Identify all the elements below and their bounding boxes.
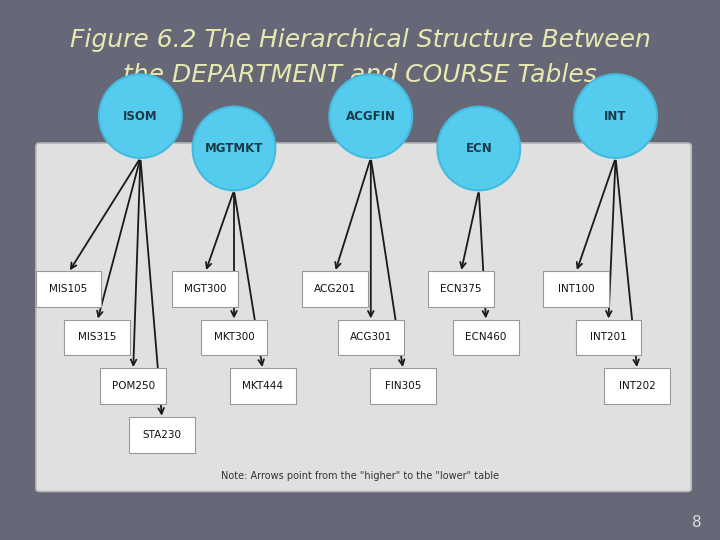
FancyBboxPatch shape <box>65 320 130 355</box>
Text: STA230: STA230 <box>143 430 181 440</box>
FancyBboxPatch shape <box>35 271 101 307</box>
Text: MIS315: MIS315 <box>78 333 117 342</box>
Ellipse shape <box>99 74 181 158</box>
Text: MKT300: MKT300 <box>214 333 254 342</box>
Text: INT: INT <box>604 110 627 123</box>
Text: ECN375: ECN375 <box>440 284 482 294</box>
Text: ACG201: ACG201 <box>314 284 356 294</box>
Text: ACG301: ACG301 <box>350 333 392 342</box>
Text: MGT300: MGT300 <box>184 284 227 294</box>
FancyBboxPatch shape <box>202 320 267 355</box>
FancyBboxPatch shape <box>130 417 194 453</box>
FancyBboxPatch shape <box>230 368 296 404</box>
Text: INT100: INT100 <box>558 284 594 294</box>
FancyBboxPatch shape <box>371 368 436 404</box>
Text: MGTMKT: MGTMKT <box>204 142 264 155</box>
FancyBboxPatch shape <box>338 320 403 355</box>
Text: POM250: POM250 <box>112 381 155 391</box>
Ellipse shape <box>193 106 275 191</box>
FancyBboxPatch shape <box>36 143 691 491</box>
Text: the DEPARTMENT and COURSE Tables: the DEPARTMENT and COURSE Tables <box>123 63 597 86</box>
Text: INT202: INT202 <box>618 381 656 391</box>
Text: Note: Arrows point from the "higher" to the "lower" table: Note: Arrows point from the "higher" to … <box>221 471 499 481</box>
Text: ECN460: ECN460 <box>465 333 507 342</box>
Text: MIS105: MIS105 <box>49 284 88 294</box>
FancyBboxPatch shape <box>576 320 641 355</box>
Text: FIN305: FIN305 <box>385 381 421 391</box>
Text: MKT444: MKT444 <box>243 381 283 391</box>
Ellipse shape <box>575 74 657 158</box>
Text: ACGFIN: ACGFIN <box>346 110 396 123</box>
Text: ECN: ECN <box>465 142 492 155</box>
Ellipse shape <box>438 106 521 191</box>
Ellipse shape <box>330 74 412 158</box>
FancyBboxPatch shape <box>605 368 670 404</box>
FancyBboxPatch shape <box>428 271 494 307</box>
FancyBboxPatch shape <box>172 271 238 307</box>
Text: 8: 8 <box>693 515 702 530</box>
FancyBboxPatch shape <box>454 320 518 355</box>
Text: Figure 6.2 The Hierarchical Structure Between: Figure 6.2 The Hierarchical Structure Be… <box>70 29 650 52</box>
FancyBboxPatch shape <box>100 368 166 404</box>
FancyBboxPatch shape <box>302 271 368 307</box>
Text: ISOM: ISOM <box>123 110 158 123</box>
Text: INT201: INT201 <box>590 333 627 342</box>
FancyBboxPatch shape <box>544 271 609 307</box>
